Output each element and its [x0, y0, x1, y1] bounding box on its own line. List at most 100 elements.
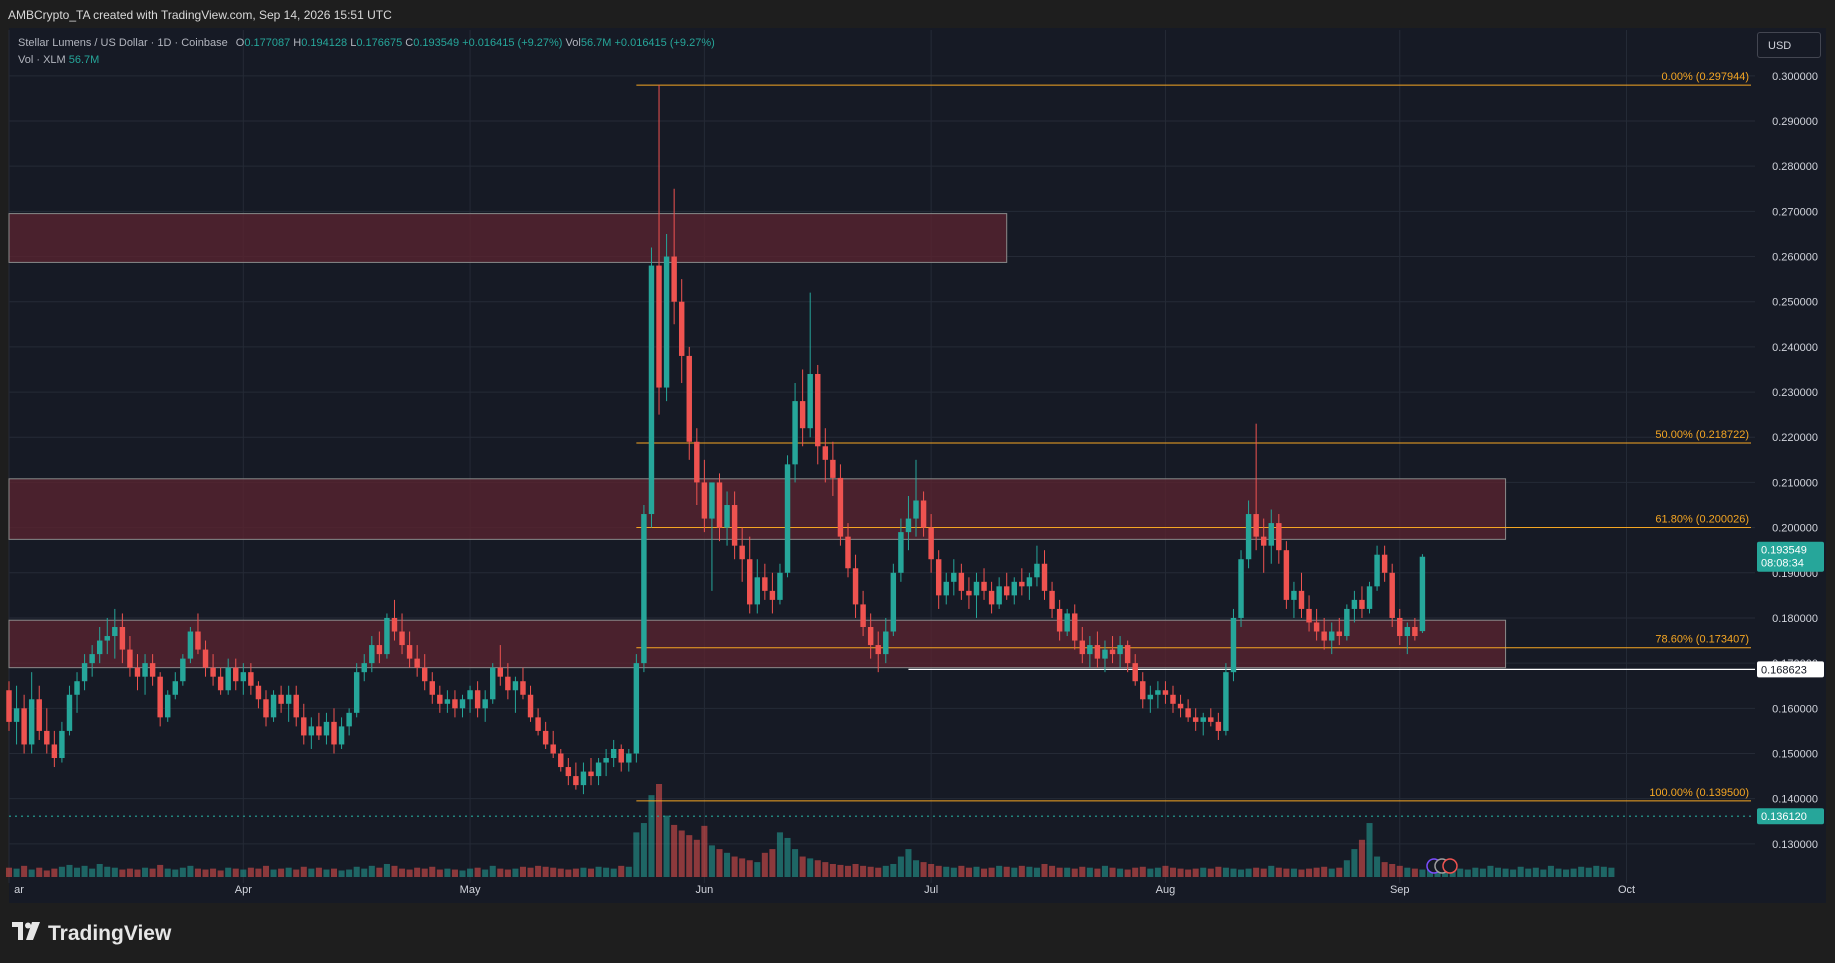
- candle-body: [1245, 514, 1252, 560]
- volume-bar: [1215, 866, 1222, 877]
- candle: [1238, 550, 1244, 627]
- volume-bar: [973, 866, 980, 877]
- candle: [610, 739, 617, 768]
- candle-body: [641, 514, 647, 664]
- candle-body: [1306, 608, 1312, 623]
- candle: [618, 744, 624, 772]
- candle-body: [66, 694, 73, 731]
- candle-body: [6, 690, 12, 722]
- candle: [739, 527, 745, 582]
- candle: [1034, 545, 1040, 587]
- candle: [134, 654, 141, 691]
- candle-body: [28, 699, 35, 745]
- candle: [603, 748, 609, 777]
- volume-bar: [1510, 869, 1517, 877]
- candle: [452, 690, 458, 718]
- candle-body: [323, 721, 330, 736]
- candle-body: [1230, 617, 1237, 673]
- candle: [815, 364, 821, 465]
- candle: [1245, 500, 1252, 569]
- price-axis-tick-label: 0.130000: [1772, 839, 1818, 851]
- candle-body: [187, 631, 194, 659]
- candle-body: [1155, 690, 1161, 695]
- legend-low-value: 0.176675: [356, 37, 403, 49]
- candle-body: [875, 645, 881, 655]
- candle-body: [951, 572, 957, 582]
- candle-body: [1003, 586, 1010, 596]
- candle-body: [852, 568, 859, 605]
- candle-body: [973, 581, 980, 596]
- candle-body: [429, 681, 435, 695]
- candle-body: [270, 694, 277, 718]
- volume-bar: [240, 869, 247, 877]
- price-chart[interactable]: 0.00% (0.297944) 50.00% (0.218722) 61.80% …: [0, 0, 1835, 903]
- candle-body: [497, 667, 504, 677]
- candle-body: [920, 500, 927, 528]
- volume-bar: [1018, 865, 1025, 877]
- candle-body: [777, 572, 783, 600]
- candle-body: [883, 631, 889, 655]
- candle: [694, 428, 700, 506]
- volume-bar: [1117, 868, 1124, 877]
- volume-bar: [535, 865, 542, 877]
- candle: [338, 717, 345, 749]
- candle: [701, 459, 708, 533]
- candle-body: [1374, 554, 1380, 587]
- candle-body: [1208, 717, 1214, 722]
- legend-vol-value: 56.7M: [580, 37, 612, 49]
- candle-body: [527, 694, 534, 718]
- volume-bar: [686, 835, 693, 877]
- volume-bar: [459, 870, 466, 877]
- candle: [316, 712, 322, 740]
- volume-bar: [346, 869, 353, 877]
- candle: [1124, 640, 1131, 673]
- candle-body: [505, 676, 511, 691]
- candle: [678, 279, 685, 384]
- candle: [202, 640, 209, 677]
- candle-body: [694, 441, 700, 483]
- volume-bar: [126, 868, 133, 877]
- candle: [875, 631, 881, 673]
- fib-level-label: 61.80% (0.200026): [1655, 513, 1749, 525]
- volume-bar: [1593, 865, 1600, 877]
- candle: [905, 495, 912, 551]
- candle: [1049, 581, 1055, 618]
- volume-bar: [300, 866, 307, 877]
- volume-bar: [769, 849, 776, 877]
- volume-bar: [330, 868, 338, 877]
- volume-bar: [988, 867, 995, 877]
- candle: [709, 482, 715, 591]
- candle-body: [890, 572, 897, 632]
- volume-bar: [935, 865, 942, 877]
- candle-body: [112, 626, 118, 637]
- candle: [1056, 599, 1063, 641]
- volume-bar: [1457, 868, 1464, 877]
- fib-level-label: 78.60% (0.173407): [1655, 634, 1749, 646]
- candle: [1321, 617, 1327, 650]
- candle-body: [1291, 590, 1297, 600]
- volume-bar: [1185, 869, 1192, 877]
- volume-bar: [1494, 867, 1502, 877]
- chart-frame[interactable]: [9, 28, 1826, 903]
- candle-body: [1147, 694, 1154, 700]
- candle: [1155, 681, 1161, 709]
- currency-button[interactable]: USD: [1757, 32, 1821, 58]
- legend-vol-label: Vol: [565, 37, 581, 49]
- volume-bar: [928, 863, 935, 877]
- volume-bar: [1328, 868, 1335, 877]
- candle: [1336, 617, 1343, 646]
- volume-bar: [361, 868, 368, 877]
- volume-bar: [278, 868, 285, 877]
- candle-body: [898, 532, 904, 573]
- candle-body: [837, 477, 844, 537]
- volume-bar: [822, 862, 829, 877]
- candle: [1147, 685, 1154, 713]
- candle: [59, 721, 65, 763]
- volume-bar: [996, 865, 1003, 877]
- candle: [263, 690, 269, 727]
- candle-body: [437, 694, 443, 704]
- candle: [1185, 699, 1191, 722]
- candle-body: [1298, 590, 1305, 609]
- candle-body: [580, 771, 587, 786]
- candle-body: [233, 667, 239, 682]
